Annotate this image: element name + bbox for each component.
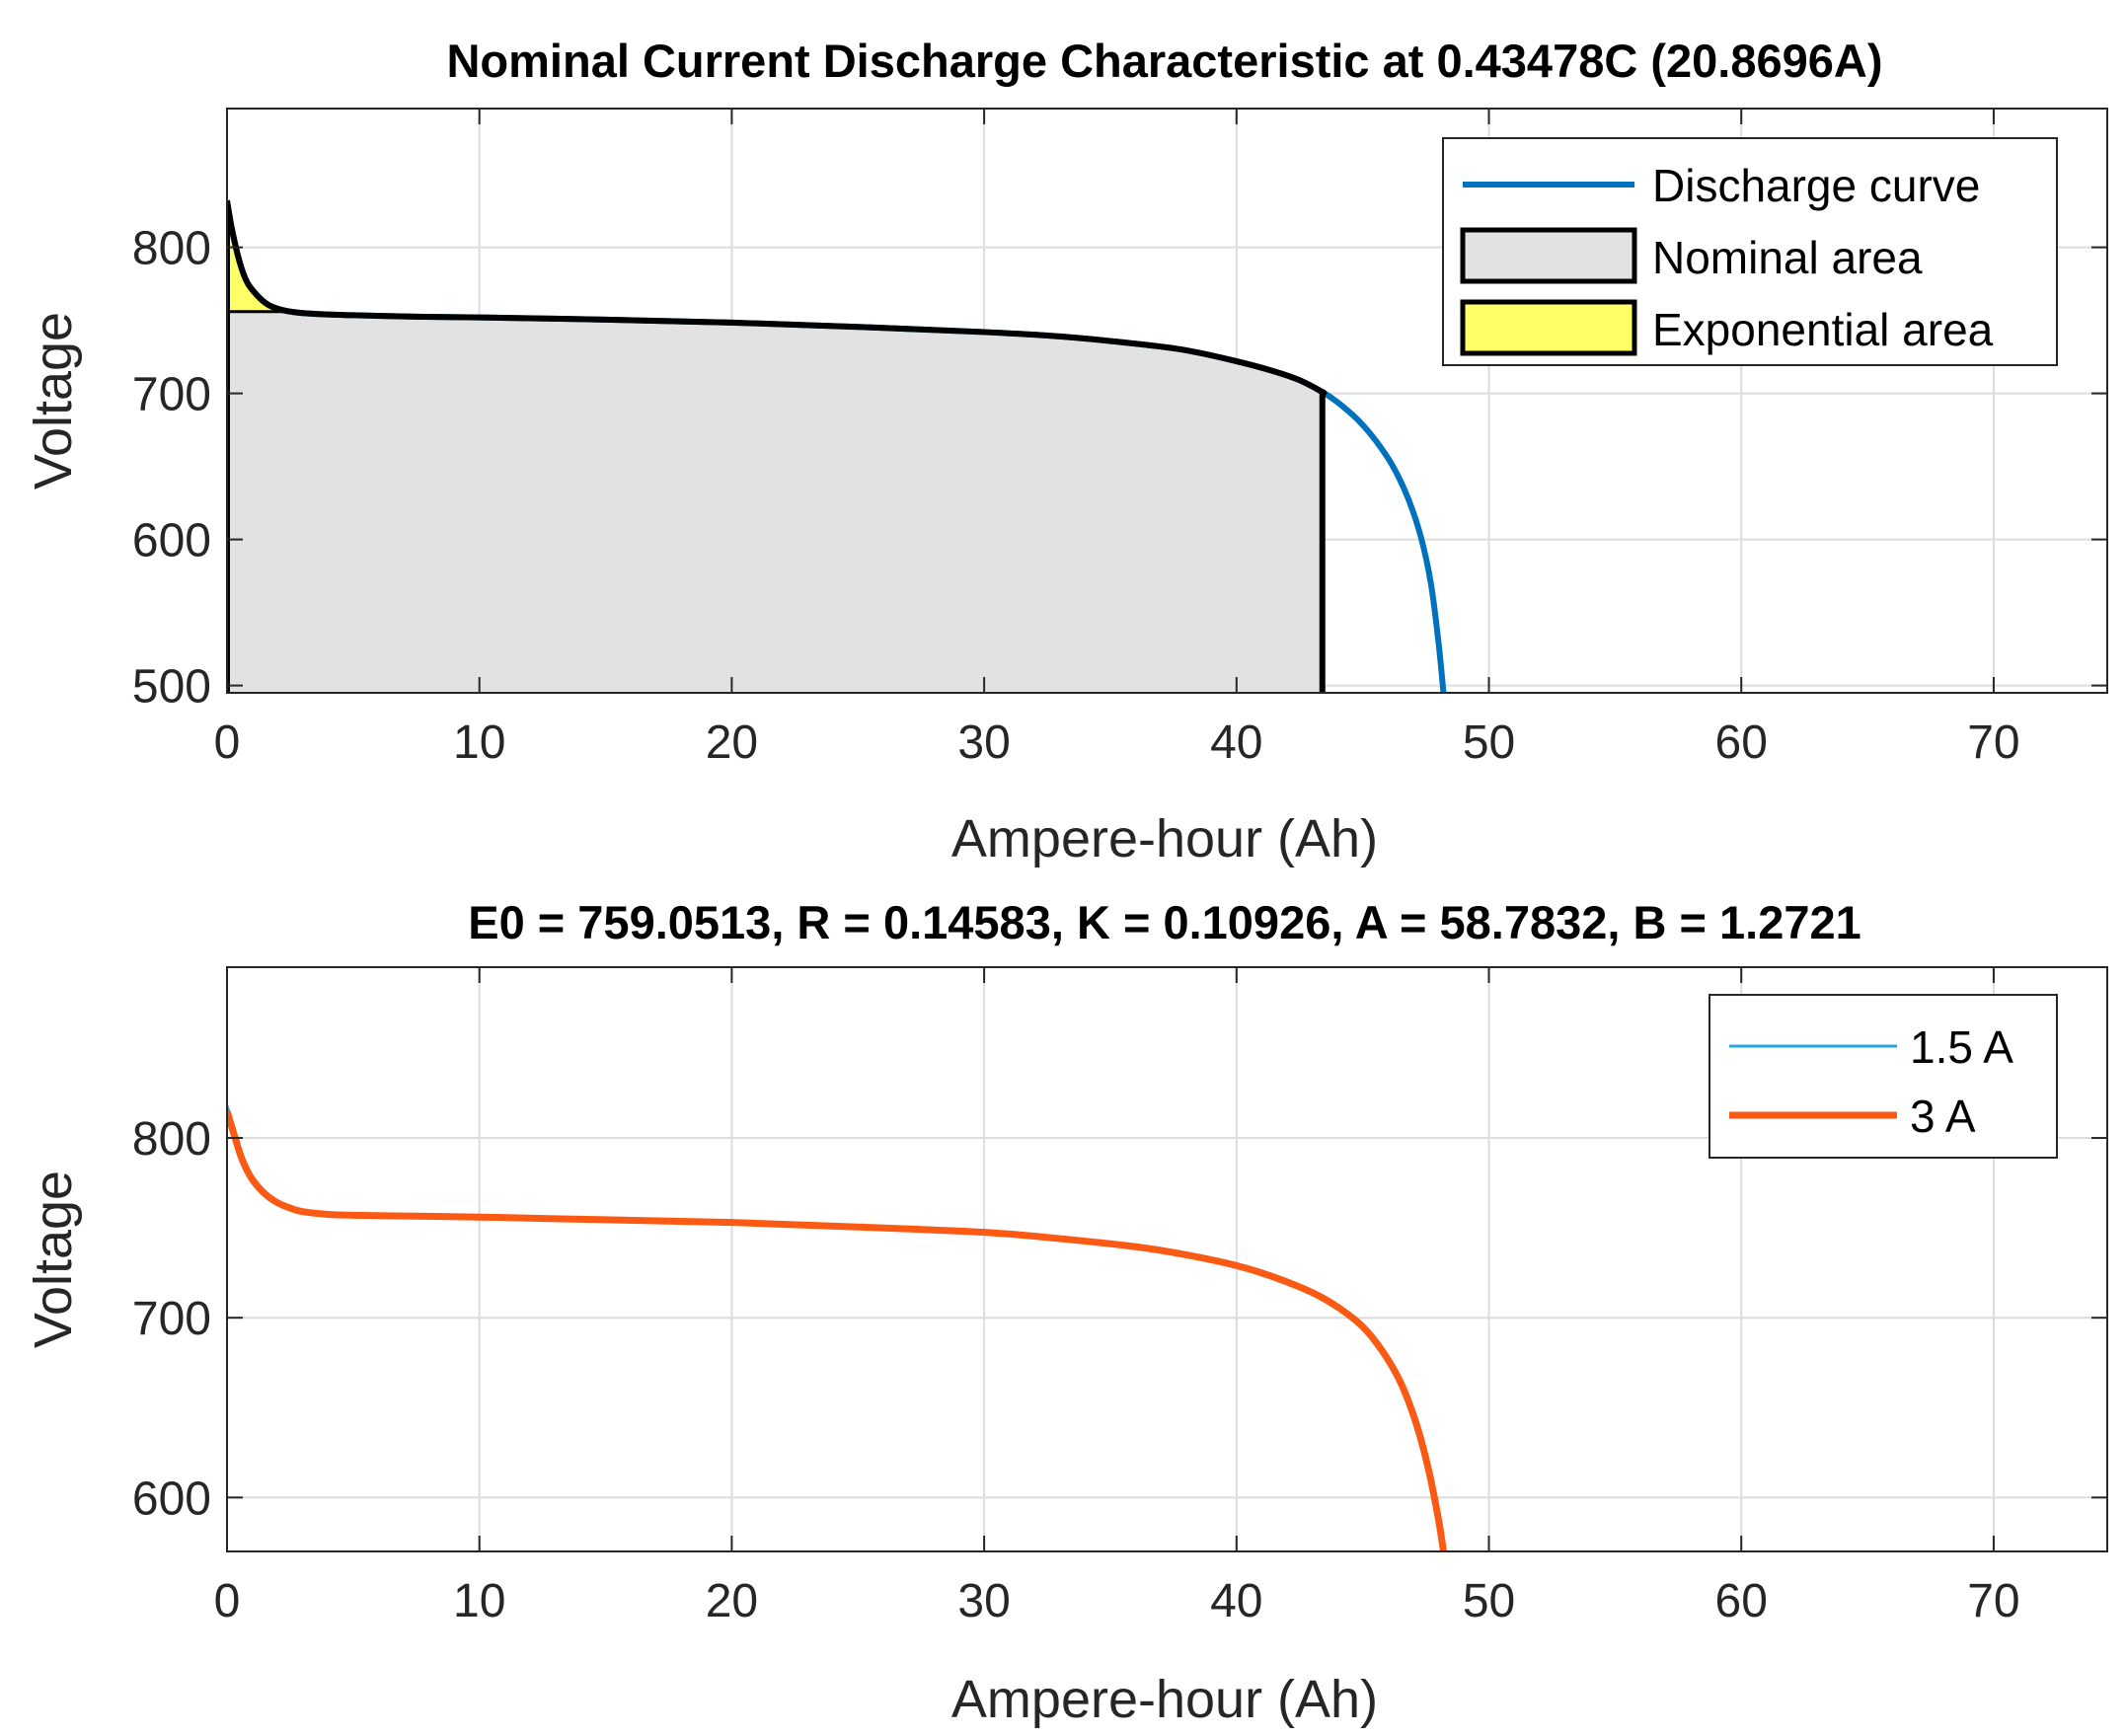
top-ytick-label-600: 600	[132, 515, 211, 567]
top-ytick-label-700: 700	[132, 369, 211, 421]
top-xtick-label-70: 70	[1967, 717, 2019, 769]
legend-box-bottom	[1708, 994, 2058, 1159]
nominal-area-fill	[227, 200, 1325, 693]
ticks-top: 0 10 20 30 40 50 60 70 500 600 700 800	[132, 109, 2107, 769]
chart-title-bottom: E0 = 759.0513, R = 0.14583, K = 0.10926,…	[468, 896, 1861, 948]
legend-swatch-nominal	[1460, 227, 1637, 284]
ticks-bottom: 0 10 20 30 40 50 60 70 600 700 800	[132, 967, 2107, 1627]
legend-label-1-5a: 1.5 A	[1910, 1021, 2013, 1073]
bot-ytick-label-700: 700	[132, 1293, 211, 1345]
x-axis-label-top: Ampere-hour (Ah)	[951, 809, 1378, 868]
top-xtick-label-20: 20	[706, 717, 758, 769]
legend-label-nominal: Nominal area	[1652, 232, 1923, 283]
axes-frame-top	[226, 108, 2108, 694]
bot-ytick-label-600: 600	[132, 1472, 211, 1525]
bot-xtick-label-70: 70	[1967, 1575, 2019, 1627]
y-axis-label-top: Voltage	[24, 312, 83, 490]
series-line-3a	[227, 1109, 1447, 1551]
top-ytick-label-800: 800	[132, 223, 211, 275]
chart-bottom: 0 10 20 30 40 50 60 70 600 700 800 E0 = 759.0513, …	[24, 896, 2108, 1729]
nominal-area-outline	[227, 199, 1328, 693]
legend-label-exponential: Exponential area	[1652, 304, 1994, 355]
top-xtick-label-0: 0	[214, 717, 241, 769]
bot-xtick-label-60: 60	[1715, 1575, 1768, 1627]
axes-frame-bottom	[226, 966, 2108, 1552]
top-xtick-label-30: 30	[957, 717, 1010, 769]
top-xtick-label-10: 10	[453, 717, 505, 769]
top-xtick-label-40: 40	[1210, 717, 1262, 769]
legend-label-discharge: Discharge curve	[1652, 160, 1980, 211]
bot-xtick-label-10: 10	[453, 1575, 505, 1627]
bot-xtick-label-0: 0	[214, 1575, 241, 1627]
chart-title-top: Nominal Current Discharge Characteristic…	[446, 35, 1882, 87]
bot-xtick-label-40: 40	[1210, 1575, 1262, 1627]
y-axis-label-bottom: Voltage	[24, 1170, 83, 1348]
bot-xtick-label-20: 20	[706, 1575, 758, 1627]
top-xtick-label-50: 50	[1463, 717, 1515, 769]
legend-top: Discharge curve Nominal area Exponential…	[1442, 137, 2058, 366]
chart-top: 0 10 20 30 40 50 60 70 500 600 700 800 Nominal Curr…	[24, 35, 2108, 868]
x-axis-label-bottom: Ampere-hour (Ah)	[951, 1670, 1378, 1729]
top-xtick-label-60: 60	[1715, 717, 1768, 769]
bot-ytick-label-800: 800	[132, 1113, 211, 1166]
legend-bottom: 1.5 A 3 A	[1708, 994, 2058, 1159]
bot-xtick-label-50: 50	[1463, 1575, 1515, 1627]
legend-label-3a: 3 A	[1910, 1091, 1976, 1142]
legend-swatch-exponential	[1460, 299, 1637, 356]
bot-xtick-label-30: 30	[957, 1575, 1010, 1627]
top-ytick-label-500: 500	[132, 661, 211, 714]
